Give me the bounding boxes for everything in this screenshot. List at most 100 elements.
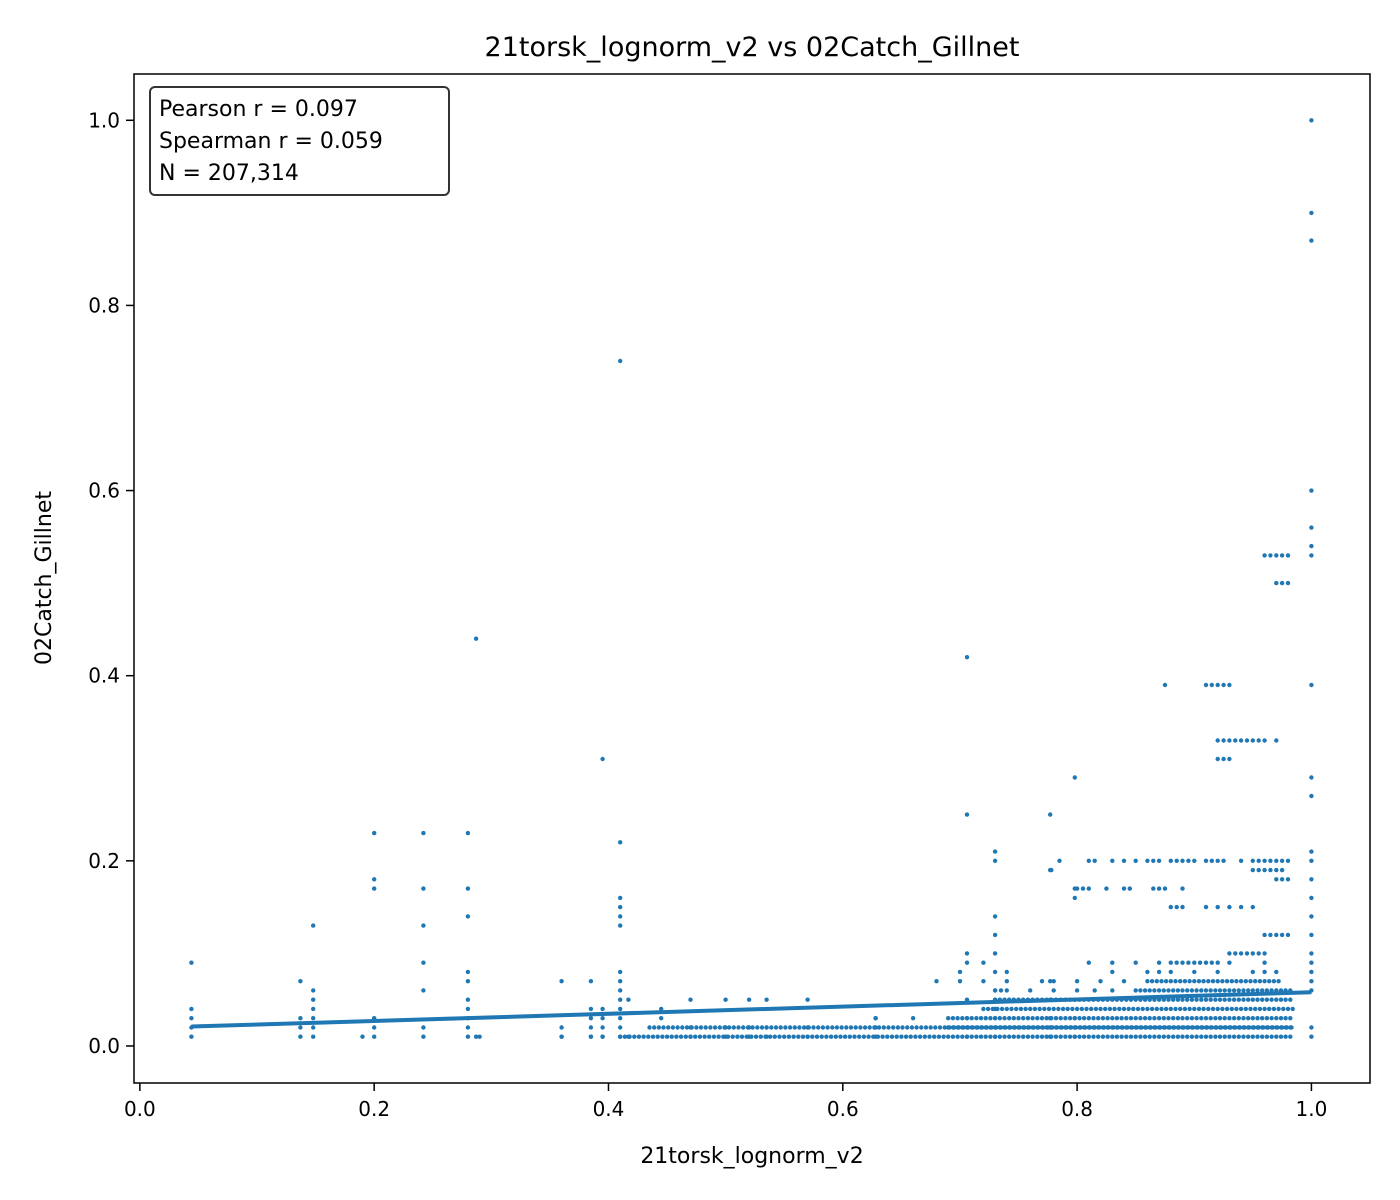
scatter-point	[1274, 969, 1279, 975]
scatter-point	[885, 1034, 890, 1039]
scatter-point	[693, 1034, 698, 1039]
scatter-point	[1110, 1025, 1115, 1030]
scatter-point	[1221, 858, 1226, 863]
scatter-point	[1105, 1034, 1110, 1039]
scatter-point	[1007, 1034, 1012, 1039]
scatter-point	[1092, 858, 1097, 863]
scatter-point	[1035, 1025, 1040, 1030]
scatter-point	[1180, 997, 1185, 1002]
scatter-point	[763, 1034, 768, 1039]
scatter-point	[997, 1025, 1002, 1030]
scatter-point	[1194, 1034, 1199, 1039]
scatter-point	[1264, 1016, 1270, 1021]
scatter-point	[992, 969, 998, 975]
scatter-point	[1222, 1016, 1227, 1021]
scatter-point	[1220, 1006, 1225, 1012]
scatter-point	[1288, 1025, 1293, 1030]
scatter-point	[1224, 979, 1230, 984]
scatter-point	[1030, 1025, 1035, 1030]
scatter-point	[1007, 1016, 1012, 1021]
scatter-point	[1096, 1016, 1101, 1021]
scatter-point	[1309, 979, 1314, 984]
scatter-point	[1156, 886, 1162, 891]
scatter-point	[1250, 858, 1256, 863]
scatter-point	[1269, 1034, 1274, 1039]
scatter-point	[1274, 858, 1279, 863]
scatter-point	[669, 1034, 674, 1039]
scatter-point	[1081, 1025, 1087, 1030]
scatter-point	[1262, 867, 1267, 873]
scatter-point	[298, 1025, 303, 1030]
scatter-point	[1051, 1006, 1056, 1012]
scatter-point	[189, 1034, 194, 1039]
scatter-point	[1159, 1006, 1164, 1012]
scatter-point	[1166, 988, 1171, 993]
scatter-point	[919, 1025, 924, 1030]
scatter-point	[1227, 960, 1232, 965]
scatter-point	[773, 1025, 779, 1030]
scatter-point	[372, 830, 377, 836]
scatter-point	[1203, 904, 1209, 910]
scatter-point	[1262, 932, 1267, 938]
scatter-point	[465, 1025, 471, 1030]
scatter-point	[1217, 997, 1223, 1002]
scatter-point	[1268, 553, 1273, 558]
scatter-point	[1309, 969, 1314, 975]
scatter-point	[1244, 951, 1250, 956]
scatter-point	[1035, 1034, 1040, 1039]
scatter-point	[1250, 867, 1256, 873]
scatter-point	[1285, 580, 1291, 586]
scatter-point	[983, 1016, 988, 1021]
scatter-point	[1213, 1034, 1218, 1039]
scatter-point	[923, 1025, 929, 1030]
scatter-point	[721, 1034, 726, 1039]
scatter-point	[680, 1025, 685, 1030]
scatter-point	[660, 1034, 665, 1039]
scatter-point	[889, 1034, 895, 1039]
scatter-point	[632, 1034, 637, 1039]
scatter-point	[1208, 1025, 1213, 1030]
scatter-point	[1147, 1016, 1152, 1021]
scatter-point	[777, 1034, 782, 1039]
scatter-point	[941, 1034, 946, 1039]
x-axis-label: 21torsk_lognorm_v2	[640, 1144, 863, 1169]
scatter-point	[1283, 1025, 1288, 1030]
scatter-point	[805, 1034, 810, 1039]
scatter-point	[372, 1025, 377, 1030]
scatter-point	[465, 1006, 471, 1012]
scatter-point	[1051, 979, 1056, 984]
scatter-point	[477, 1034, 482, 1039]
scatter-point	[1063, 1025, 1068, 1030]
scatter-point	[1159, 979, 1164, 984]
scatter-point	[1161, 1025, 1167, 1030]
scatter-point	[844, 1025, 849, 1030]
scatter-point	[1182, 979, 1188, 984]
scatter-point	[1004, 979, 1009, 984]
scatter-point	[1147, 1025, 1152, 1030]
scatter-point	[1221, 738, 1226, 743]
scatter-point	[814, 1034, 820, 1039]
scatter-point	[978, 1034, 984, 1039]
scatter-point	[1222, 988, 1227, 993]
scatter-point	[1011, 1016, 1016, 1021]
scatter-point	[1133, 1034, 1138, 1039]
scatter-point	[1194, 1025, 1199, 1030]
x-axis: 0.0 0.2 0.4 0.6 0.8 1.0	[124, 1083, 1327, 1121]
scatter-point	[465, 997, 471, 1002]
scatter-point	[1274, 997, 1279, 1002]
scatter-point	[1104, 886, 1109, 891]
scatter-point	[1025, 1025, 1031, 1030]
scatter-point	[372, 1034, 377, 1039]
scatter-point	[1119, 1016, 1124, 1021]
scatter-point	[1092, 988, 1097, 993]
scatter-point	[1145, 1006, 1150, 1012]
scatter-point	[1044, 1034, 1049, 1039]
scatter-point	[988, 1034, 993, 1039]
scatter-point	[1260, 1025, 1265, 1030]
scatter-point	[1217, 1025, 1223, 1030]
scatter-point	[1140, 1006, 1145, 1012]
scatter-point	[1079, 1006, 1085, 1012]
scatter-point	[1236, 1025, 1242, 1030]
scatter-point	[618, 895, 623, 901]
scatter-point	[1262, 969, 1267, 975]
